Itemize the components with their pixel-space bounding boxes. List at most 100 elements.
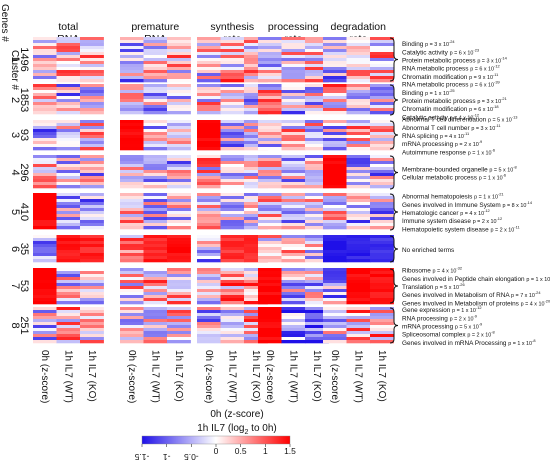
heatmap-cell [370,108,394,112]
heatmap-cell [167,176,191,180]
heatmap-cell [258,179,282,183]
heatmap-cell [143,202,168,206]
heatmap-cell [197,292,221,296]
heatmap-cell [197,164,221,168]
heatmap-cell [370,199,394,203]
heatmap-cell [56,84,81,88]
heatmap-cell [258,193,282,197]
heatmap-cell [33,164,57,168]
heatmap-cell [346,55,371,59]
heatmap-cell [220,322,245,326]
heatmap-cell [143,182,168,186]
heatmap-cell [33,176,57,180]
heatmap-cell [370,147,394,151]
heatmap-cell [143,256,168,260]
heatmap-cell [56,322,81,326]
heatmap-cell [197,322,221,326]
heatmap-cell [258,223,282,227]
heatmap-cell [258,108,282,112]
heatmap-cell [220,43,245,47]
heatmap-cell [370,67,394,71]
heatmap-cell [80,337,104,341]
heatmap-cell [167,298,191,302]
heatmap-cell [120,322,144,326]
heatmap-cell [80,96,104,100]
heatmap-cell [56,199,81,203]
heatmap-cell [370,253,394,257]
heatmap-cell [56,126,81,130]
heatmap-cell [33,256,57,260]
heatmap-cell [120,144,144,148]
heatmap-cell [56,280,81,284]
heatmap-cell [346,108,371,112]
heatmap-cell [281,250,306,254]
heatmap-cell [305,298,329,302]
heatmap-cell [323,199,347,203]
heatmap-cell [244,322,268,326]
heatmap-cell [244,185,268,189]
heatmap-cell [244,319,268,323]
heatmap-cell [281,220,306,224]
heatmap-cell [281,301,306,305]
heatmap-cell [323,193,347,197]
heatmap-cell [33,313,57,317]
heatmap-cell [167,289,191,293]
heatmap-cell [370,55,394,59]
heatmap-cell [281,46,306,50]
heatmap-cell [143,199,168,203]
heatmap-cell [80,301,104,305]
heatmap-cell [258,235,282,239]
heatmap-cell [323,138,347,142]
heatmap-cell [370,138,394,142]
heatmap-cell [120,90,144,94]
heatmap-cell [80,158,104,162]
heatmap-cell [143,144,168,148]
heatmap-cell [258,244,282,248]
heatmap-cell [346,173,371,177]
heatmap-cell [143,108,168,112]
heatmap-cell [220,167,245,171]
heatmap-cell [323,253,347,257]
heatmap-cell [120,250,144,254]
heatmap-cell [305,286,329,290]
heatmap-cell [167,167,191,171]
heatmap-cell [197,205,221,209]
heatmap-cell [305,84,329,88]
heatmap-cell [244,307,268,311]
heatmap-cell [220,64,245,68]
heatmap-cell [323,46,347,50]
heatmap-cell [33,268,57,272]
heatmap-cell [305,292,329,296]
enrichment-term: Genes involved in Metabolism of RNA p = … [402,290,541,299]
heatmap-cell [143,241,168,245]
heatmap-cell [167,277,191,281]
heatmap-cell [370,73,394,77]
heatmap-cell [305,334,329,338]
heatmap-cell [197,328,221,332]
heatmap-cell [258,259,282,263]
heatmap-cell [220,271,245,275]
heatmap-cell [80,70,104,74]
colorbar-tick-label: 1 [263,446,268,456]
enrichment-term: Catalytic activity p = 6 x 10-23 [402,47,479,56]
heatmap-cell [56,132,81,136]
heatmap-cell [56,217,81,221]
heatmap-cell [197,37,221,41]
heatmap-cell [220,105,245,109]
heatmap-cell [346,138,371,142]
heatmap-cell [258,70,282,74]
heatmap-cell [80,340,104,344]
heatmap-cell [167,208,191,212]
enrichment-term: Abnormal hematopoiesis p = 1 x 10-21 [402,192,504,201]
heatmap-cell [120,67,144,71]
heatmap-cell [244,158,268,162]
heatmap-cell [33,138,57,142]
heatmap-cell [244,337,268,341]
heatmap-cell [220,126,245,130]
heatmap-cell [281,108,306,112]
heatmap-cell [370,196,394,200]
heatmap-cell [80,90,104,94]
heatmap-cell [80,289,104,293]
heatmap-cell [323,292,347,296]
heatmap-cell [143,238,168,242]
